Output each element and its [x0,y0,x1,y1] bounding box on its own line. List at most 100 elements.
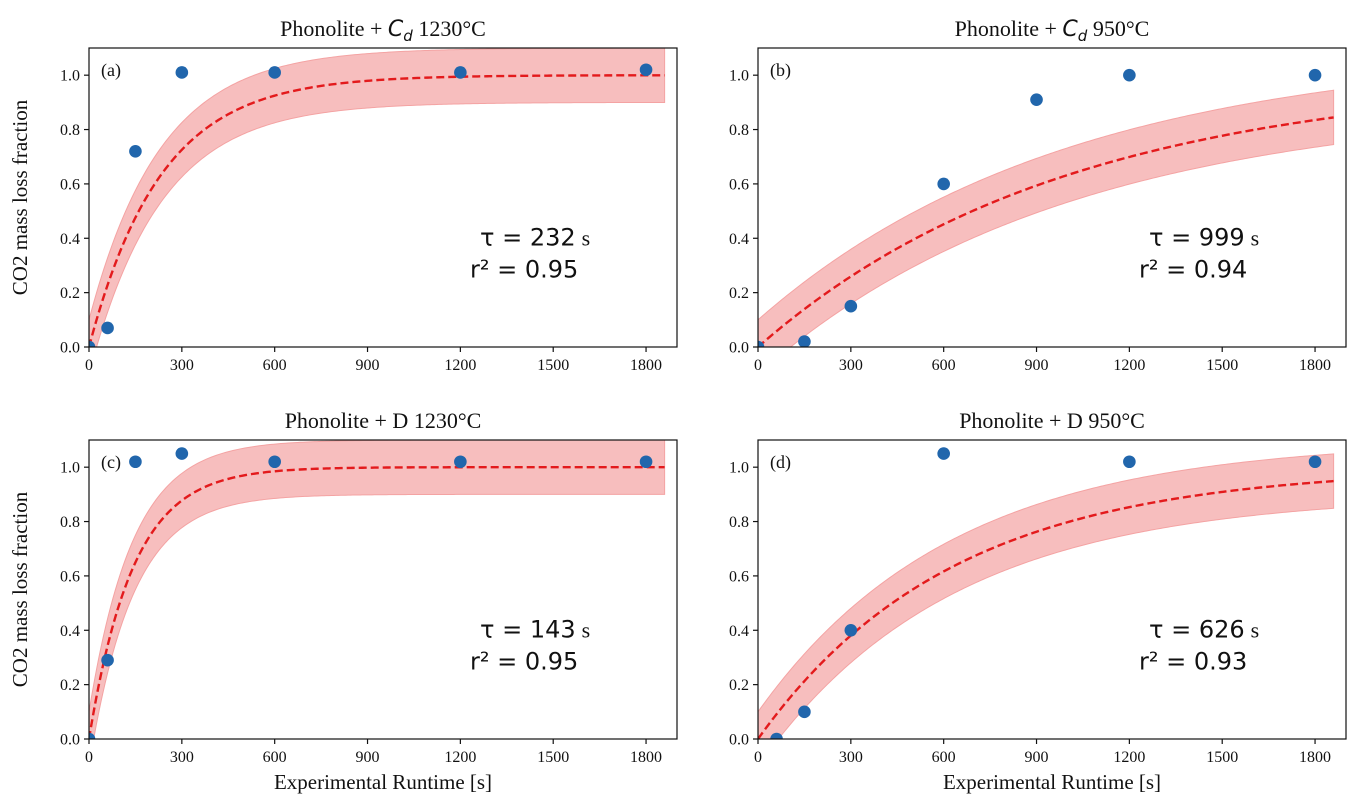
y-tick-label: 0.0 [60,732,80,749]
x-tick-label: 1200 [1113,749,1145,766]
y-tick-label: 0.0 [60,340,80,357]
x-tick-label: 1800 [1299,357,1331,374]
data-point [175,66,189,79]
y-tick-label: 0.0 [729,732,749,749]
x-axis-label: Experimental Runtime [s] [943,770,1161,794]
tau-annotation: τ = 626 s [1149,615,1259,643]
y-tick-label: 0.6 [729,568,749,585]
x-tick-label: 0 [85,749,93,766]
tau-annotation: τ = 999 s [1149,223,1259,251]
x-tick-label: 1200 [1113,357,1145,374]
data-point [89,732,96,739]
x-tick-label: 1200 [444,749,476,766]
x-tick-label: 300 [839,749,863,766]
data-point [844,299,858,313]
data-point [844,623,858,637]
plot-area [758,68,1335,347]
data-point [1308,455,1322,469]
x-tick-label: 900 [356,357,380,374]
x-tick-label: 1500 [1206,749,1238,766]
data-point [101,321,114,335]
data-point [129,144,142,158]
fit-line [89,465,665,739]
data-point [129,455,142,469]
tau-annotation: τ = 143 s [480,615,590,643]
x-tick-label: 600 [932,357,956,374]
fit-line [758,116,1334,347]
panel-c: 0 300 600 900 1200 1500 1800 0.0 0.2 0.4 0.6 0.8 1.0… [8,408,678,794]
x-tick-label: 1800 [1299,749,1331,766]
fit-line [89,74,665,347]
y-axis-label: CO2 mass loss fraction [8,491,32,687]
data-point [1123,68,1136,82]
data-point [798,705,811,719]
data-point [1308,68,1322,82]
y-tick-label: 0.2 [729,677,749,694]
panel-label: (a) [101,60,121,81]
y-tick-label: 0.2 [60,677,80,694]
data-point [89,340,96,347]
data-point [175,447,189,460]
r2-annotation: r² = 0.94 [1139,255,1247,283]
data-point [639,455,653,469]
tau-annotation: τ = 232 s [480,223,590,251]
x-tick-label: 300 [170,357,194,374]
x-tick-label: 300 [170,749,194,766]
data-point [1123,455,1136,469]
y-tick-label: 0.2 [729,285,749,302]
x-tick-label: 1500 [537,357,569,374]
y-tick-label: 1.0 [729,460,749,477]
chart-title: Phonolite + Cd 1230°C [280,16,486,45]
axes-frame [88,47,678,348]
y-tick-label: 0.6 [60,568,80,585]
plot-area [758,447,1335,739]
panel-label: (c) [101,452,121,473]
data-point [758,340,765,347]
x-tick-label: 1800 [630,357,662,374]
y-tick-label: 0.6 [60,176,80,193]
x-tick-label: 300 [839,357,863,374]
fit-line [758,479,1334,739]
y-axis-label: CO2 mass loss fraction [8,99,32,295]
chart-title: Phonolite + Cd 950°C [955,16,1150,45]
x-tick-label: 1200 [444,357,476,374]
data-point [798,335,811,347]
data-point [454,455,467,469]
data-point [639,63,653,77]
y-tick-label: 0.8 [60,514,80,531]
panel-d: 0 300 600 900 1200 1500 1800 0.0 0.2 0.4 0.6 0.8 1.0… [729,408,1347,794]
x-tick-label: 1800 [630,749,662,766]
data-point [454,66,467,79]
x-tick-label: 600 [263,749,287,766]
y-tick-label: 0.8 [60,122,80,139]
uncertainty-band [89,440,666,739]
y-tick-label: 0.4 [60,231,80,248]
x-tick-label: 0 [754,749,762,766]
x-tick-label: 600 [932,749,956,766]
panel-a: 0 300 600 900 1200 1500 1800 0.0 0.2 0.4 0.6 0.8 1.0… [8,16,678,374]
x-axis-label: Experimental Runtime [s] [274,770,492,794]
panel-b: 0 300 600 900 1200 1500 1800 0.0 0.2 0.4 0.6 0.8 1.0… [729,16,1347,374]
data-point [770,732,783,739]
axes-frame [757,47,1347,348]
y-tick-label: 1.0 [729,68,749,85]
data-point [937,177,950,191]
y-tick-label: 0.0 [729,340,749,357]
y-tick-label: 1.0 [60,460,80,477]
plot-area [89,440,666,739]
panel-label: (d) [770,452,791,473]
y-tick-label: 1.0 [60,68,80,85]
y-tick-label: 0.6 [729,176,749,193]
axes-frame [88,439,678,740]
uncertainty-band [758,89,1335,347]
y-tick-label: 0.4 [60,623,80,640]
plot-area [89,48,666,347]
y-tick-label: 0.8 [729,514,749,531]
x-tick-label: 900 [1025,749,1049,766]
x-tick-label: 0 [754,357,762,374]
y-tick-label: 0.8 [729,122,749,139]
axes-frame [757,439,1347,740]
panel-label: (b) [770,60,791,81]
chart-title: Phonolite + D 1230°C [285,408,482,433]
